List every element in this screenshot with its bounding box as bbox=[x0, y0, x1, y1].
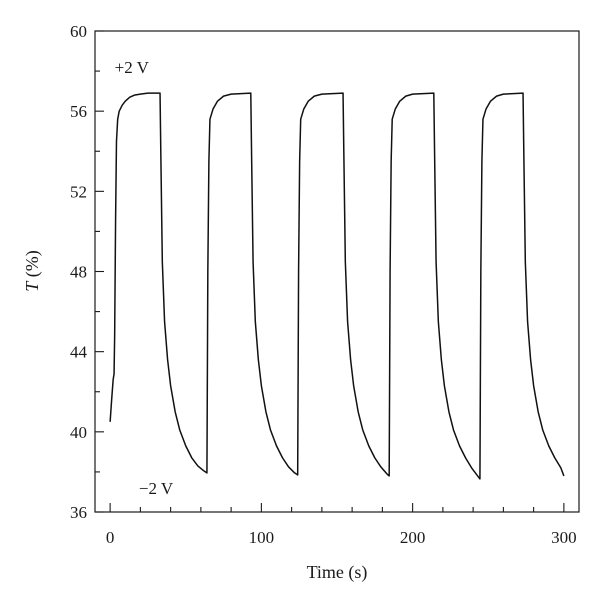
y-axis-label-unit: (%) bbox=[22, 250, 43, 281]
annotation-plus-2v: +2 V bbox=[115, 58, 150, 77]
plot-frame bbox=[94, 30, 580, 513]
x-axis-label: Time (s) bbox=[307, 562, 368, 583]
y-axis-label: T (%) bbox=[22, 250, 43, 292]
x-tick-label: 300 bbox=[551, 528, 577, 547]
y-tick-label: 60 bbox=[70, 22, 87, 41]
minor-ticks bbox=[95, 70, 535, 512]
x-tick-label: 0 bbox=[106, 528, 115, 547]
annotation-minus-2v: −2 V bbox=[139, 479, 174, 498]
y-tick-label: 40 bbox=[70, 423, 87, 442]
y-tick-label: 44 bbox=[70, 343, 88, 362]
y-axis-label-symbol: T bbox=[22, 280, 42, 292]
tick-labels: 0 100 200 300 36 40 44 48 52 56 60 bbox=[70, 22, 577, 547]
y-tick-label: 36 bbox=[70, 503, 87, 522]
y-tick-label: 52 bbox=[70, 182, 87, 201]
y-tick-label: 48 bbox=[70, 263, 87, 282]
x-tick-label: 100 bbox=[249, 528, 275, 547]
major-ticks bbox=[95, 30, 565, 513]
series-line bbox=[109, 92, 565, 480]
x-tick-label: 200 bbox=[400, 528, 426, 547]
y-tick-label: 56 bbox=[70, 102, 87, 121]
